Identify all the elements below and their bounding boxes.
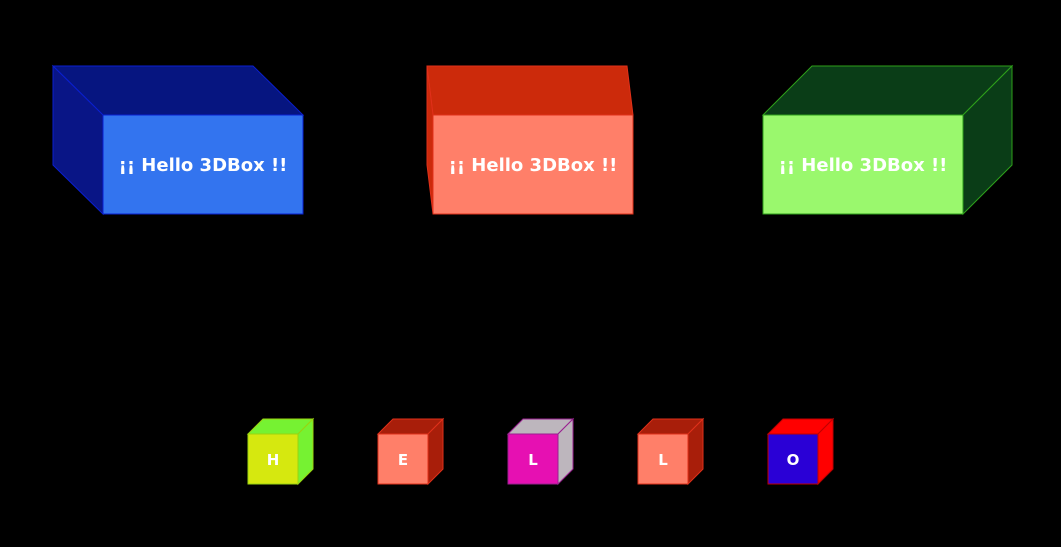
large-box-2-top: [426, 65, 634, 116]
small-cube-h-label: H: [267, 451, 280, 469]
small-cube-l-1-front: [507, 433, 559, 485]
small-cube-l-1: L: [506, 417, 575, 486]
small-cube-e-front: [377, 433, 429, 485]
small-cube-l-2: L: [636, 417, 705, 486]
small-cube-l-2-label: L: [658, 451, 668, 469]
small-cube-h-front: [247, 433, 299, 485]
small-cube-h: H: [246, 417, 315, 486]
large-box-3-label: ¡¡ Hello 3DBox !!: [779, 155, 948, 176]
small-cube-l-1-label: L: [528, 451, 538, 469]
large-box-1-front: [102, 114, 304, 215]
large-box-2-label: ¡¡ Hello 3DBox !!: [449, 155, 618, 176]
large-box-2: ¡¡ Hello 3DBox !!: [426, 65, 634, 215]
small-cube-o-front: [767, 433, 819, 485]
small-cube-l-2-front: [637, 433, 689, 485]
large-box-2-front: [432, 114, 634, 215]
small-cube-o: O: [766, 417, 835, 486]
small-cube-e-label: E: [398, 451, 408, 469]
small-cube-o-label: O: [787, 451, 800, 469]
large-box-3-front: [762, 114, 964, 215]
large-box-1-label: ¡¡ Hello 3DBox !!: [119, 155, 288, 176]
large-box-3: ¡¡ Hello 3DBox !!: [761, 64, 1014, 216]
large-box-1: ¡¡ Hello 3DBox !!: [51, 64, 305, 216]
small-cube-e: E: [376, 417, 445, 486]
